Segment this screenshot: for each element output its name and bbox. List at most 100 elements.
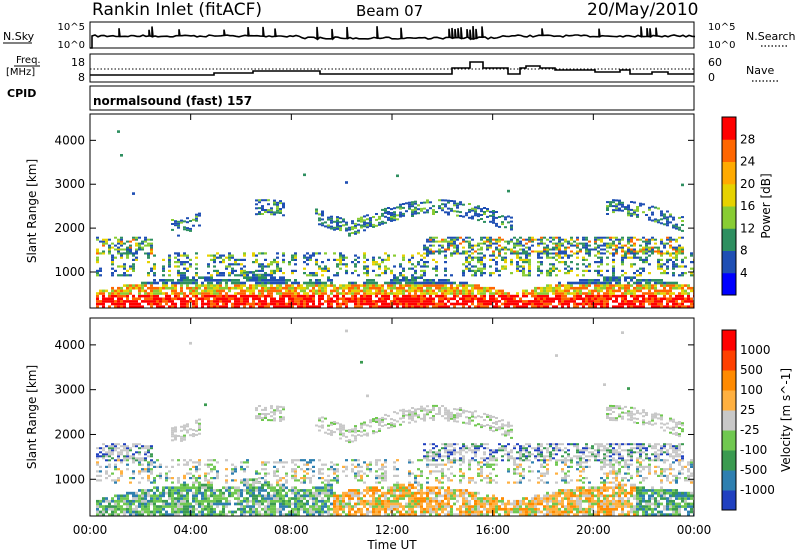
scatter-cell — [648, 272, 651, 275]
scatter-cell — [282, 416, 285, 419]
scatter-cell — [195, 429, 198, 432]
scatter-cell — [327, 507, 330, 511]
scatter-cell — [645, 240, 648, 243]
scatter-cell — [96, 457, 99, 460]
scatter-cell — [663, 246, 666, 249]
scatter-cell — [393, 423, 396, 426]
scatter-cell — [390, 494, 393, 498]
scatter-cell — [273, 302, 276, 306]
scatter-cell — [399, 286, 402, 290]
scatter-cell — [321, 491, 324, 495]
scatter-cell — [633, 263, 636, 266]
scatter-cell — [627, 276, 630, 279]
scatter-cell — [183, 428, 186, 431]
scatter-cell — [276, 261, 279, 264]
scatter-cell — [609, 292, 612, 295]
scatter-cell — [396, 505, 399, 508]
scatter-cell — [276, 499, 279, 503]
scatter-cell — [345, 329, 348, 333]
scatter-cell — [300, 481, 303, 484]
scatter-cell — [636, 213, 639, 216]
scatter-cell — [543, 236, 546, 239]
scatter-cell — [426, 297, 429, 301]
scatter-cell — [615, 281, 618, 285]
scatter-cell — [138, 459, 141, 462]
scatter-cell — [549, 240, 552, 243]
scatter-cell — [267, 505, 270, 508]
scatter-cell — [321, 463, 324, 466]
scatter-cell — [414, 202, 417, 205]
scatter-cell — [426, 201, 429, 204]
scatter-cell — [144, 238, 147, 241]
scatter-cell — [561, 244, 564, 247]
scatter-cell — [621, 261, 624, 264]
scatter-cell — [309, 507, 312, 511]
scatter-cell — [672, 272, 675, 275]
scatter-cell — [390, 502, 393, 506]
scatter-cell — [165, 505, 168, 508]
scatter-cell — [240, 289, 243, 293]
scatter-cell — [390, 486, 393, 490]
freq-label-line2: [MHz] — [6, 67, 35, 78]
scatter-cell — [519, 236, 522, 239]
scatter-cell — [441, 292, 444, 295]
scatter-cell — [216, 302, 219, 306]
scatter-cell — [186, 491, 189, 495]
scatter-cell — [501, 294, 504, 298]
scatter-cell — [174, 222, 177, 225]
scatter-cell — [627, 250, 630, 253]
scatter-cell — [276, 207, 279, 210]
scatter-cell — [276, 494, 279, 498]
scatter-cell — [291, 284, 294, 287]
scatter-cell — [219, 489, 222, 492]
scatter-cell — [519, 300, 522, 303]
scatter-cell — [261, 294, 264, 298]
scatter-cell — [618, 305, 621, 308]
scatter-cell — [606, 256, 609, 259]
scatter-cell — [621, 292, 624, 295]
scatter-cell — [435, 269, 438, 272]
scatter-cell — [357, 256, 360, 259]
scatter-cell — [648, 218, 651, 221]
scatter-cell — [303, 507, 306, 511]
scatter-cell — [192, 300, 195, 303]
scatter-cell — [141, 499, 144, 503]
scatter-cell — [384, 497, 387, 500]
scatter-cell — [276, 286, 279, 290]
scatter-cell — [369, 502, 372, 506]
scatter-cell — [675, 246, 678, 249]
scatter-cell — [234, 465, 237, 468]
scatter-cell — [243, 284, 246, 287]
scatter-cell — [357, 489, 360, 492]
scatter-cell — [630, 279, 633, 282]
scatter-cell — [537, 305, 540, 308]
scatter-cell — [675, 258, 678, 261]
scatter-cell — [294, 459, 297, 462]
scatter-cell — [624, 286, 627, 290]
scatter-cell — [279, 276, 282, 279]
scatter-cell — [126, 468, 129, 471]
scatter-cell — [273, 279, 276, 282]
scatter-cell — [96, 447, 99, 450]
scatter-cell — [420, 294, 423, 298]
scatter-cell — [378, 223, 381, 226]
scatter-cell — [165, 302, 168, 306]
scatter-cell — [549, 302, 552, 306]
scatter-cell — [489, 258, 492, 261]
scatter-cell — [492, 210, 495, 212]
scatter-cell — [489, 244, 492, 247]
scatter-cell — [282, 497, 285, 500]
scatter-cell — [612, 244, 615, 247]
scatter-cell — [180, 302, 183, 306]
scatter-cell — [555, 274, 558, 277]
scatter-cell — [558, 240, 561, 243]
scatter-cell — [324, 486, 327, 490]
scatter-cell — [258, 489, 261, 492]
scatter-cell — [327, 486, 330, 490]
scatter-cell — [171, 431, 174, 434]
scatter-cell — [159, 494, 162, 498]
scatter-cell — [543, 305, 546, 308]
power-ylabel: Slant Range [km] — [25, 159, 39, 263]
scatter-cell — [384, 211, 387, 214]
scatter-cell — [162, 305, 165, 308]
